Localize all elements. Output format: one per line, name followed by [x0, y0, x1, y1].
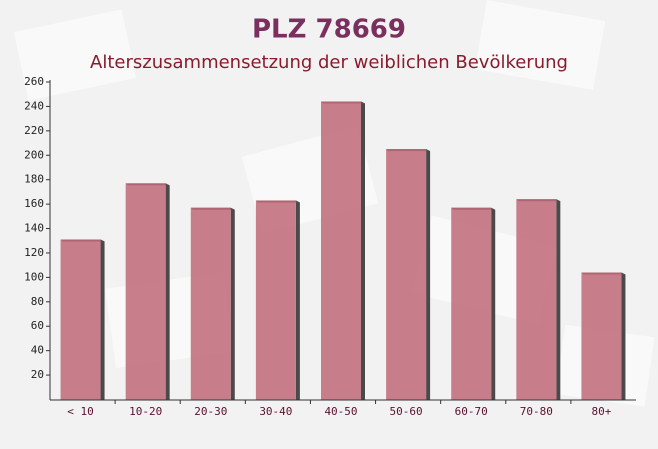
y-tick-label: 220	[24, 124, 44, 137]
x-tick-label: 80+	[592, 405, 612, 418]
y-tick-label: 20	[31, 368, 44, 381]
bar	[255, 200, 296, 400]
chart-subtitle: Alterszusammensetzung der weiblichen Bev…	[90, 52, 568, 73]
bar-shadow	[491, 207, 496, 400]
y-tick-label: 240	[24, 99, 44, 112]
x-tick-label: 70-80	[520, 405, 553, 418]
bar-shadow	[165, 183, 170, 400]
bar-shadow	[426, 149, 431, 400]
y-tick-label: 100	[24, 270, 44, 283]
bar-shadow	[361, 101, 365, 400]
bar	[386, 149, 427, 400]
bar	[125, 183, 166, 400]
x-tick-label: 20-30	[194, 405, 227, 418]
bar	[581, 272, 622, 400]
bar	[451, 207, 492, 400]
y-tick-label: 80	[31, 295, 44, 308]
x-tick-label: < 10	[67, 405, 94, 418]
y-tick-label: 260	[24, 75, 44, 88]
x-tick-label: 50-60	[390, 405, 423, 418]
x-tick-label: 60-70	[455, 405, 488, 418]
y-tick-label: 120	[24, 246, 44, 259]
bar-shadow	[100, 239, 105, 400]
y-tick-label: 140	[24, 222, 44, 235]
x-tick-label: 40-50	[324, 405, 357, 418]
bar	[60, 239, 101, 400]
y-tick-label: 60	[31, 319, 44, 332]
y-tick-label: 200	[24, 148, 44, 161]
bar-shadow	[295, 200, 300, 400]
x-tick-label: 10-20	[129, 405, 162, 418]
y-tick-label: 160	[24, 197, 44, 210]
bar-shadow	[621, 272, 626, 400]
chart-title: PLZ 78669	[252, 15, 406, 45]
bar-shadow	[230, 207, 235, 400]
bar	[516, 199, 557, 400]
bar-shadow	[556, 199, 561, 400]
x-tick-label: 30-40	[259, 405, 292, 418]
y-tick-label: 40	[31, 344, 44, 357]
bar	[190, 207, 231, 400]
bar	[321, 101, 361, 400]
y-tick-label: 180	[24, 173, 44, 186]
